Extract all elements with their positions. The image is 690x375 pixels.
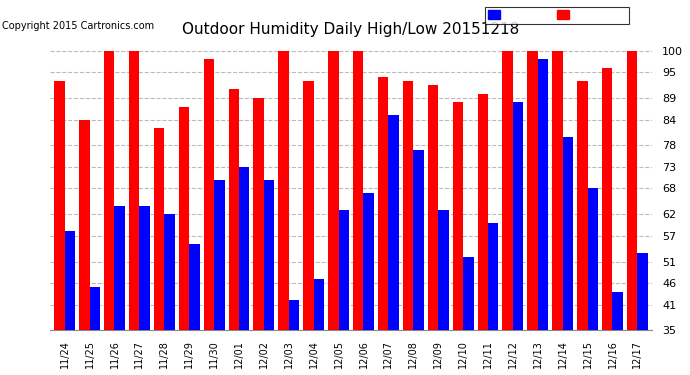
Bar	[613, 292, 623, 330]
Bar	[115, 206, 125, 330]
Bar	[562, 137, 573, 330]
Bar	[90, 287, 100, 330]
Bar	[289, 300, 299, 330]
Bar	[314, 279, 324, 330]
Bar	[303, 81, 314, 330]
Bar	[538, 59, 549, 330]
Bar	[378, 76, 388, 330]
Bar	[228, 90, 239, 330]
Bar	[214, 180, 224, 330]
Bar	[488, 223, 498, 330]
Bar	[638, 253, 648, 330]
Bar	[189, 244, 199, 330]
Bar	[513, 102, 523, 330]
Bar	[552, 51, 562, 330]
Bar	[627, 51, 638, 330]
Bar	[328, 51, 339, 330]
Bar	[79, 120, 90, 330]
Bar	[403, 81, 413, 330]
Bar	[154, 128, 164, 330]
Bar	[129, 51, 139, 330]
Bar	[413, 150, 424, 330]
Bar	[463, 257, 473, 330]
Bar	[179, 106, 189, 330]
Bar	[588, 188, 598, 330]
Title: Outdoor Humidity Daily High/Low 20151218: Outdoor Humidity Daily High/Low 20151218	[182, 22, 520, 37]
Bar	[602, 68, 613, 330]
Legend: Low  (%), High  (%): Low (%), High (%)	[485, 7, 629, 24]
Bar	[364, 193, 374, 330]
Text: Copyright 2015 Cartronics.com: Copyright 2015 Cartronics.com	[1, 21, 154, 31]
Bar	[164, 214, 175, 330]
Bar	[65, 231, 75, 330]
Bar	[253, 98, 264, 330]
Bar	[388, 115, 399, 330]
Bar	[55, 81, 65, 330]
Bar	[502, 51, 513, 330]
Bar	[239, 167, 249, 330]
Bar	[577, 81, 588, 330]
Bar	[204, 59, 214, 330]
Bar	[278, 51, 289, 330]
Bar	[477, 94, 488, 330]
Bar	[438, 210, 449, 330]
Bar	[527, 51, 538, 330]
Bar	[339, 210, 349, 330]
Bar	[428, 85, 438, 330]
Bar	[139, 206, 150, 330]
Bar	[104, 51, 115, 330]
Bar	[353, 51, 364, 330]
Bar	[453, 102, 463, 330]
Bar	[264, 180, 275, 330]
